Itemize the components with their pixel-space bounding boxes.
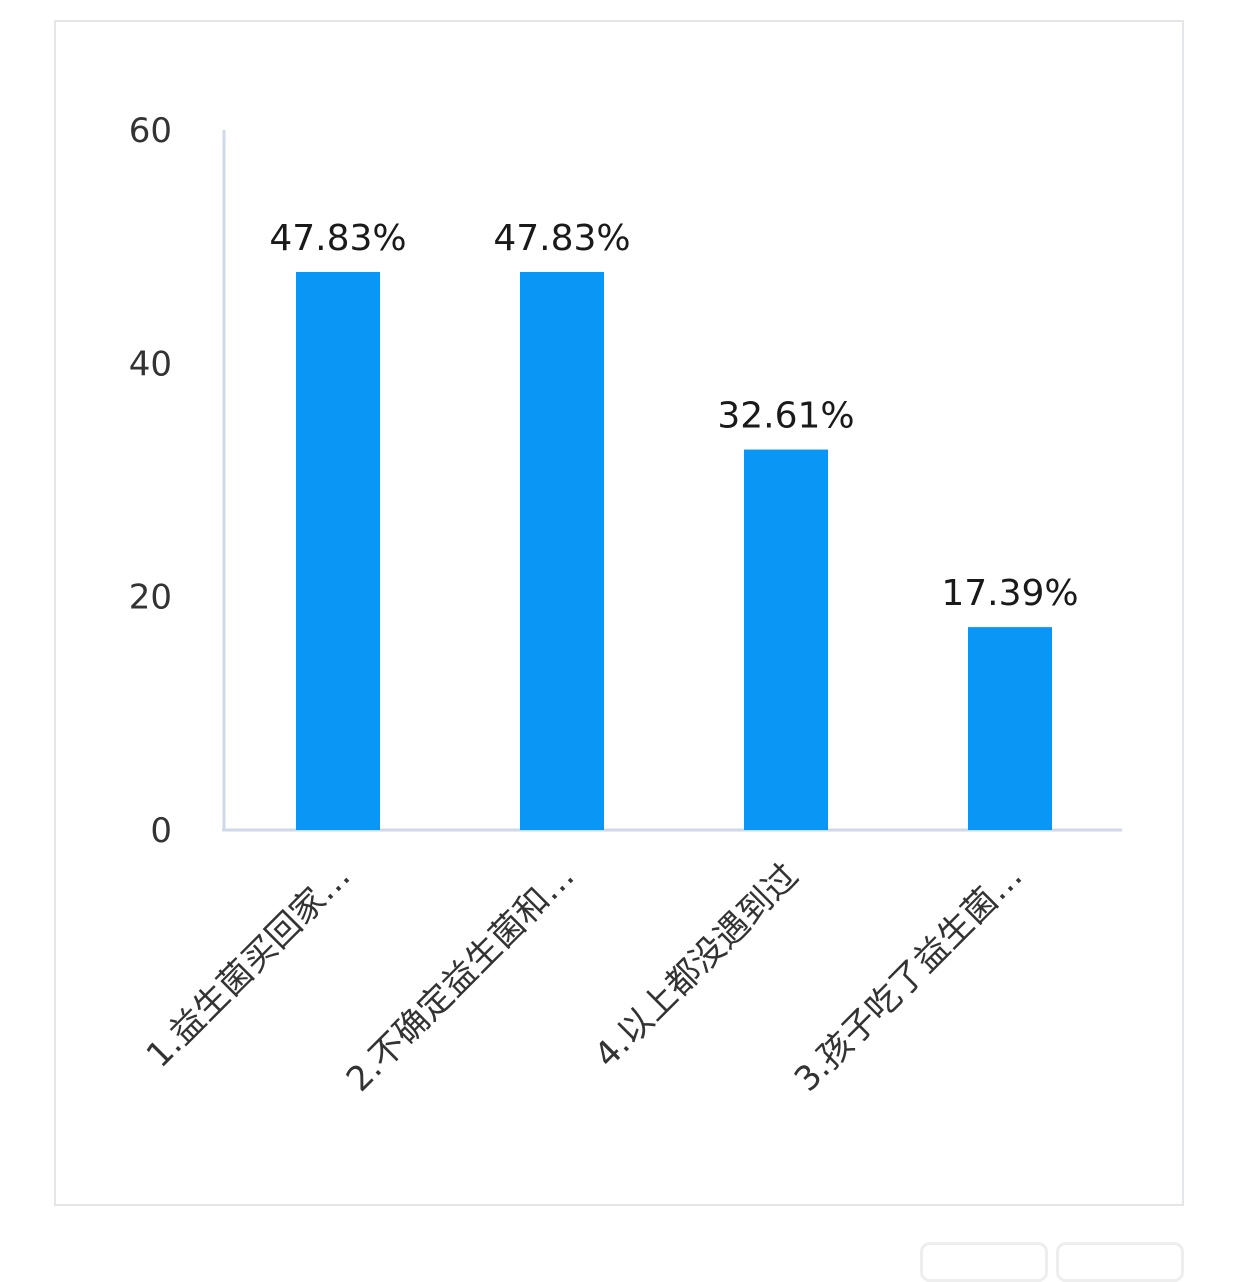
bar[interactable] bbox=[296, 271, 380, 830]
chart-card: 0 20 40 60 47.83% 47.83% 32.61% 17.39% 1.益生菌买回… bbox=[54, 20, 1184, 1206]
y-tick-label: 20 bbox=[129, 578, 172, 618]
x-tick-label: 2.不确定益生菌和… bbox=[339, 856, 583, 1100]
data-label: 47.83% bbox=[493, 218, 630, 259]
bar-chart: 0 20 40 60 47.83% 47.83% 32.61% 17.39% 1.益生菌买回… bbox=[129, 111, 1122, 1100]
bars bbox=[296, 271, 1052, 830]
data-labels: 47.83% 47.83% 32.61% 17.39% bbox=[269, 218, 1078, 614]
pager-controls bbox=[918, 1242, 1190, 1282]
bar[interactable] bbox=[520, 271, 604, 830]
data-label: 47.83% bbox=[269, 218, 406, 259]
bar[interactable] bbox=[968, 627, 1052, 830]
y-tick-label: 40 bbox=[129, 344, 172, 384]
x-tick-label: 1.益生菌买回家… bbox=[139, 856, 359, 1076]
y-tick-label: 0 bbox=[150, 811, 172, 851]
y-axis-ticks: 0 20 40 60 bbox=[129, 111, 172, 851]
x-tick-label: 3.孩子吃了益生菌… bbox=[787, 856, 1031, 1100]
y-tick-label: 60 bbox=[129, 111, 172, 151]
data-label: 17.39% bbox=[941, 573, 1078, 614]
data-label: 32.61% bbox=[717, 396, 854, 437]
bar[interactable] bbox=[744, 449, 828, 830]
prev-button[interactable] bbox=[920, 1242, 1048, 1282]
next-button[interactable] bbox=[1056, 1242, 1184, 1282]
x-axis-labels: 1.益生菌买回家…2.不确定益生菌和… 4.以上都没遇到过3.孩子吃了益生菌… bbox=[139, 856, 1031, 1100]
x-tick-label: 4.以上都没遇到过 bbox=[587, 856, 807, 1076]
